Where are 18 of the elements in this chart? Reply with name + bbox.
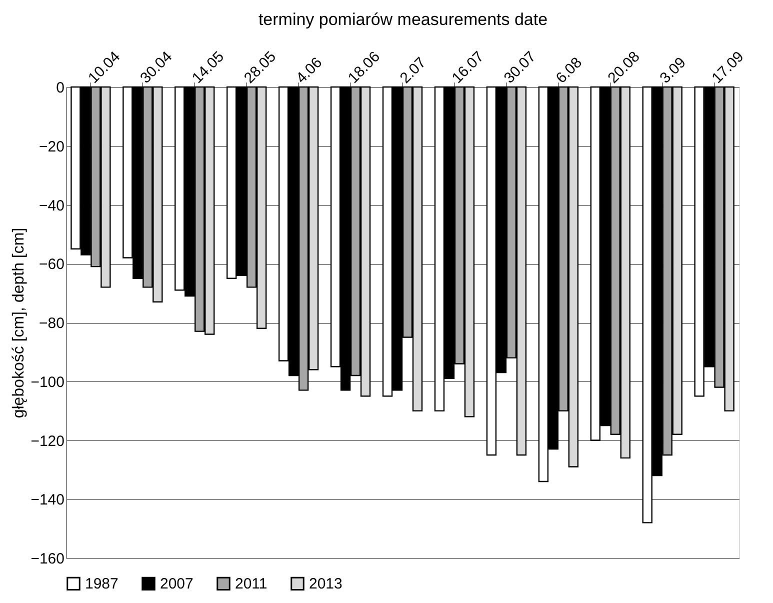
- y-axis-title: głębokość [cm], depth [cm]: [10, 228, 28, 418]
- y-tick-label: −160: [30, 550, 64, 568]
- x-tick-label: 3.09: [656, 54, 690, 87]
- y-tick-label: −60: [39, 256, 64, 274]
- y-tick-label: −40: [39, 197, 64, 214]
- y-tick-label: −120: [30, 432, 64, 450]
- legend-label: 2013: [309, 576, 342, 593]
- legend-label: 1987: [85, 576, 118, 593]
- x-axis-title: terminy pomiarów measurements date: [258, 10, 548, 30]
- y-tick-label: −20: [39, 138, 64, 156]
- x-tick-label: 4.06: [292, 54, 326, 87]
- y-tick-label: −100: [30, 374, 64, 391]
- y-tick-label: 0: [56, 80, 64, 96]
- legend-label: 2011: [235, 576, 268, 593]
- y-tick-label: −140: [30, 492, 64, 509]
- legend-label: 2007: [160, 576, 194, 593]
- x-tick-label: 6.08: [552, 54, 586, 87]
- y-tick-label: −80: [39, 315, 64, 332]
